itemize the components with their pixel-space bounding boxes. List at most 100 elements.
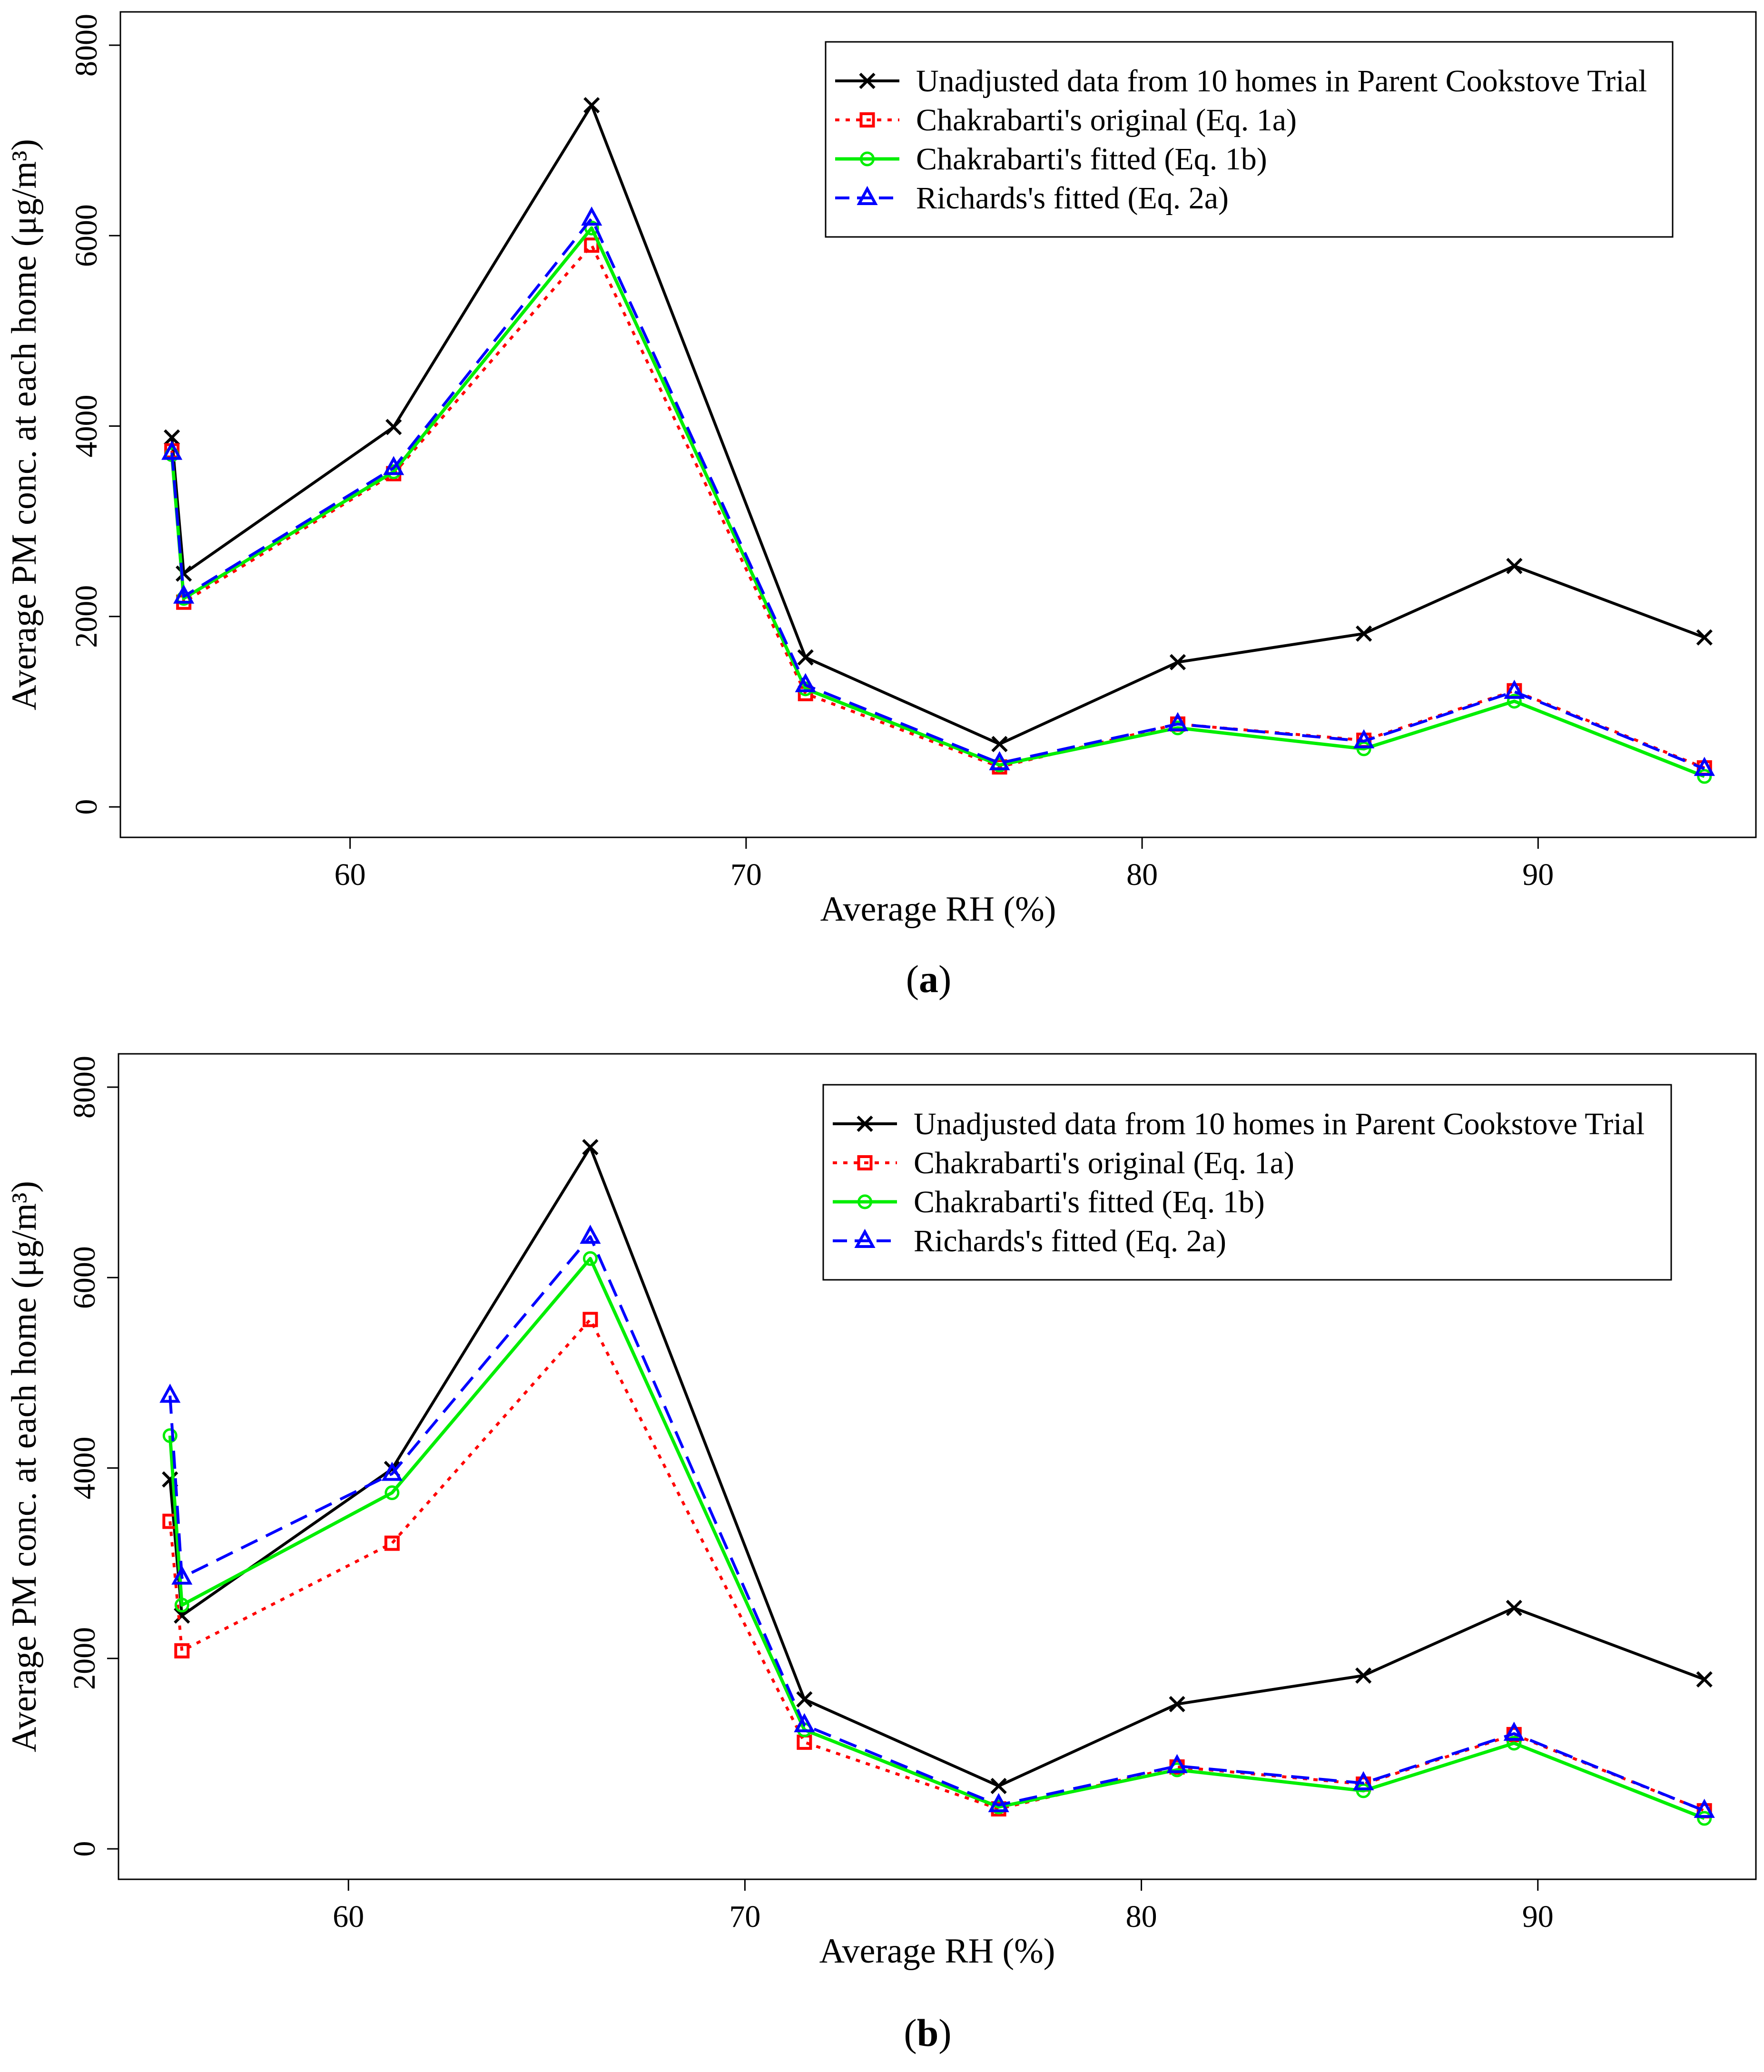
x-tick-label: 80 [1126, 1899, 1157, 1934]
x-axis-title: Average RH (%) [819, 1932, 1055, 1971]
legend-label: Chakrabarti's fitted (Eq. 1b) [916, 142, 1267, 177]
data-point-x [1506, 558, 1523, 574]
series-line [168, 1257, 1705, 1820]
y-tick-label: 4000 [67, 1437, 102, 1500]
data-point-triangle [1353, 729, 1375, 748]
legend-marker-circle [857, 1194, 872, 1209]
series-triangle [161, 206, 1715, 776]
legend-box [822, 1084, 1672, 1281]
y-tick-label: 2000 [69, 585, 104, 648]
panel-label: (a) [906, 957, 952, 1001]
legend-label: Richards's fitted (Eq. 2a) [914, 1224, 1226, 1258]
data-point-x [1696, 1671, 1713, 1688]
data-point-x [1696, 629, 1713, 646]
legend-marker-x [857, 1115, 873, 1132]
legend-marker-triangle [857, 186, 878, 205]
legend: Unadjusted data from 10 homes in Parent … [822, 1084, 1672, 1281]
data-point-triangle [580, 1224, 601, 1244]
data-point-triangle [1504, 679, 1525, 699]
data-point-x [796, 1691, 813, 1708]
data-point-triangle [1353, 1771, 1374, 1790]
data-point-circle [582, 1251, 598, 1266]
y-axis-title: Average PM conc. at each home (μg/m³) [5, 1181, 44, 1752]
legend-marker-square [857, 1155, 873, 1170]
data-point-triangle [171, 1565, 193, 1585]
data-point-triangle [161, 441, 183, 460]
legend-label: Unadjusted data from 10 homes in Parent … [916, 64, 1647, 98]
data-point-triangle [381, 1462, 403, 1481]
data-point-circle [1356, 741, 1371, 756]
data-point-triangle [988, 1793, 1009, 1812]
data-point-circle [174, 1598, 189, 1613]
x-tick-label: 90 [1522, 1899, 1554, 1934]
data-point-x [385, 419, 402, 435]
panel-a: 60 70 80 90 0 2000 4000 6000 8000 Average RH (%) A… [5, 11, 1757, 1001]
y-tick-label: 8000 [69, 14, 104, 77]
series-line [170, 104, 1705, 746]
x-tick-label: 60 [333, 1899, 364, 1934]
data-point-x [1169, 1696, 1185, 1712]
legend-label: Chakrabarti's fitted (Eq. 1b) [914, 1185, 1265, 1219]
plot-area [119, 11, 1757, 838]
panel-b: 60 70 80 90 0 2000 4000 6000 8000 Average RH (%) A… [5, 1053, 1757, 2054]
data-point-x [164, 429, 180, 446]
series-x [164, 97, 1713, 753]
y-tick-label: 4000 [69, 395, 104, 458]
data-point-circle [162, 1428, 177, 1443]
data-point-triangle [794, 1713, 815, 1732]
legend-marker-triangle [854, 1228, 876, 1248]
data-point-x [797, 649, 814, 666]
data-point-x [582, 1139, 599, 1156]
data-point-square [384, 1535, 400, 1551]
data-point-x [1169, 654, 1186, 670]
data-point-x [1506, 1600, 1522, 1616]
legend-label: Chakrabarti's original (Eq. 1a) [914, 1146, 1294, 1180]
y-tick-label: 0 [67, 1841, 102, 1856]
x-tick-label: 80 [1126, 857, 1158, 892]
y-tick-label: 8000 [67, 1056, 102, 1119]
series-line [168, 1146, 1705, 1787]
series-line [170, 226, 1705, 778]
y-tick-label: 2000 [67, 1627, 102, 1690]
y-tick-label: 6000 [69, 204, 104, 267]
data-point-triangle [1166, 1754, 1188, 1773]
legend-marker-x [859, 72, 876, 89]
x-tick-label: 70 [730, 857, 762, 892]
data-point-triangle [1694, 756, 1715, 776]
legend-marker-circle [860, 151, 875, 167]
panel-letter: b [917, 2011, 939, 2054]
series-triangle [159, 1224, 1715, 1818]
legend: Unadjusted data from 10 homes in Parent … [825, 41, 1674, 238]
series-line [168, 1318, 1705, 1812]
data-point-x [174, 1607, 190, 1624]
data-point-triangle [989, 751, 1010, 770]
data-point-x [1355, 1667, 1372, 1684]
data-point-triangle [173, 584, 195, 604]
x-axis-title: Average RH (%) [820, 890, 1056, 929]
series-circle [164, 220, 1712, 784]
data-point-square [582, 1312, 598, 1327]
x-tick-label: 90 [1522, 857, 1554, 892]
series-line [170, 244, 1705, 769]
data-point-x [1355, 625, 1372, 642]
legend-label: Unadjusted data from 10 homes in Parent … [914, 1107, 1645, 1141]
data-point-x [990, 1777, 1007, 1795]
data-point-circle [1356, 1783, 1371, 1798]
series-x [162, 1139, 1713, 1795]
legend-label: Richards's fitted (Eq. 2a) [916, 181, 1229, 216]
series-circle [162, 1251, 1712, 1826]
data-point-circle [1507, 694, 1522, 709]
data-point-triangle [159, 1384, 181, 1403]
plot-area [118, 1053, 1757, 1880]
panel-letter: a [919, 957, 938, 1001]
legend-label: Chakrabarti's original (Eq. 1a) [916, 103, 1297, 137]
data-point-circle [384, 1485, 400, 1501]
data-point-triangle [1694, 1798, 1715, 1818]
y-axis-title: Average PM conc. at each home (μg/m³) [5, 139, 44, 710]
data-point-circle [1507, 1736, 1522, 1751]
x-tick-label: 70 [729, 1899, 760, 1934]
y-tick-label: 6000 [67, 1246, 102, 1309]
legend-marker-square [859, 112, 875, 128]
series-line [170, 217, 1705, 770]
